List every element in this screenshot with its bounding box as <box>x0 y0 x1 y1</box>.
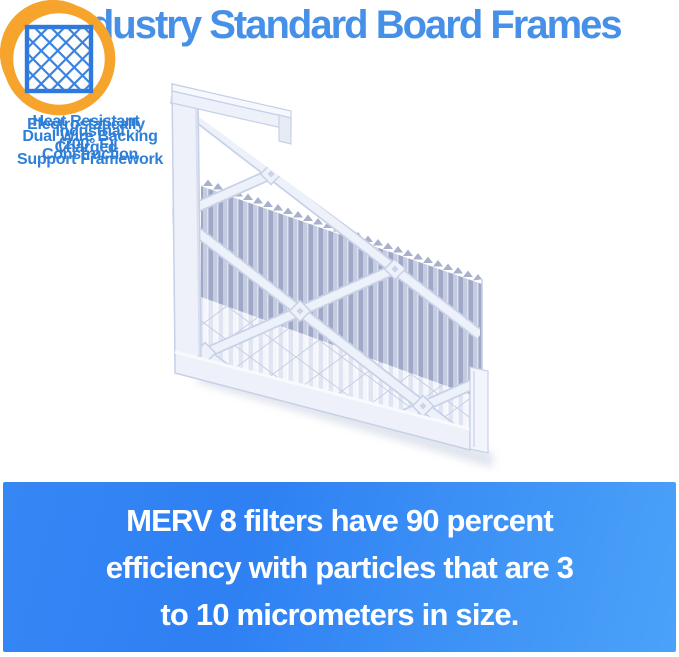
feature-label: Heat Resistant (200° F) <box>32 113 140 153</box>
merv-info-banner: MERV 8 filters have 90 percent efficienc… <box>3 482 676 652</box>
page-title: Industry Standard Board Frames <box>58 3 622 47</box>
banner-text: MERV 8 filters have 90 percent efficienc… <box>105 502 574 632</box>
feature-label: Electrostatically Charged <box>27 116 145 156</box>
feature-label: Dual Wire Backing Support Framework <box>16 128 164 168</box>
diamond-lattice-icon <box>0 0 180 118</box>
feature-industrial-construction: Industrial Construction <box>0 0 180 166</box>
feature-label: Industrial Construction <box>42 123 138 163</box>
air-filter-illustration <box>158 68 508 478</box>
